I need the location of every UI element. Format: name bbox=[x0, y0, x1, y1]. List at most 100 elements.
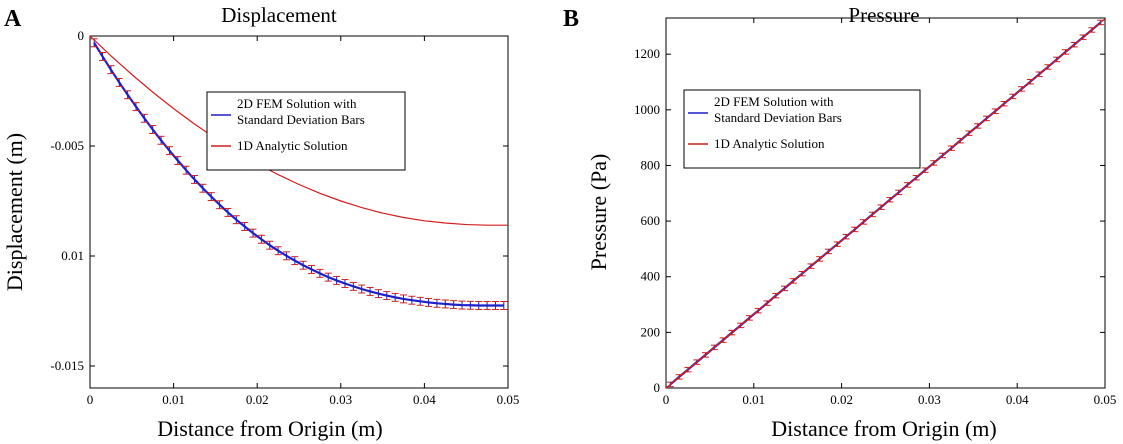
x-tick-label: 0.05 bbox=[1094, 392, 1117, 407]
x-tick-label: 0 bbox=[87, 392, 94, 407]
error-bar bbox=[232, 215, 240, 225]
error-bar bbox=[391, 292, 399, 302]
error-bar bbox=[408, 295, 416, 305]
x-tick-label: 0 bbox=[663, 392, 670, 407]
legend-label: 2D FEM Solution with bbox=[237, 96, 357, 111]
x-axis-label-displacement: Distance from Origin (m) bbox=[157, 416, 382, 441]
error-bar bbox=[124, 90, 132, 100]
error-bar bbox=[274, 246, 282, 256]
legend-box bbox=[206, 91, 406, 171]
error-bar bbox=[216, 200, 224, 210]
error-bar bbox=[333, 275, 341, 285]
error-bar bbox=[115, 77, 123, 87]
y-tick-label: 800 bbox=[641, 157, 661, 172]
plot-frame-pressure bbox=[665, 17, 1106, 389]
error-bar bbox=[400, 294, 407, 304]
panel-a: A Displacement Displacement (m) Distance… bbox=[2, 3, 519, 441]
error-bar bbox=[383, 291, 391, 301]
error-bar bbox=[132, 102, 140, 112]
legend-label: Standard Deviation Bars bbox=[237, 112, 365, 127]
y-tick-label: 1200 bbox=[634, 46, 660, 61]
error-bar bbox=[207, 192, 215, 202]
series-line-analytic bbox=[665, 18, 1106, 389]
chart-title-displacement: Displacement bbox=[221, 3, 337, 27]
error-bar bbox=[316, 268, 324, 278]
x-tick-label: 0.02 bbox=[246, 392, 269, 407]
y-tick-label: -0.015 bbox=[50, 358, 84, 373]
x-tick-label: 0.03 bbox=[918, 392, 941, 407]
error-bar bbox=[450, 300, 458, 310]
error-bar bbox=[249, 228, 257, 238]
x-tick-label: 0.04 bbox=[1006, 392, 1029, 407]
x-tick-label: 0.01 bbox=[742, 392, 765, 407]
error-bar bbox=[107, 65, 115, 75]
error-bar bbox=[241, 222, 249, 231]
series-line-analytic bbox=[89, 35, 508, 226]
error-bar bbox=[224, 207, 232, 217]
series-line-fem bbox=[93, 42, 504, 307]
error-bar bbox=[149, 125, 157, 134]
error-bar bbox=[483, 301, 491, 310]
error-bar bbox=[491, 301, 499, 310]
error-bar bbox=[299, 260, 307, 270]
error-bar bbox=[475, 301, 483, 310]
y-axis-label-displacement: Displacement (m) bbox=[2, 133, 27, 291]
error-bar bbox=[366, 286, 374, 296]
error-bar bbox=[374, 289, 382, 299]
x-tick-label: 0.01 bbox=[162, 392, 185, 407]
axes-ticks-pressure: 0 0.01 0.02 0.03 0.04 0.05 0 200 400 600 800 1000 12… bbox=[634, 18, 1116, 407]
y-tick-label: -0.005 bbox=[50, 138, 84, 153]
panel-letter-a: A bbox=[4, 6, 22, 32]
error-bar bbox=[349, 281, 357, 291]
error-bar bbox=[257, 234, 265, 244]
x-axis-label-pressure: Distance from Origin (m) bbox=[771, 416, 996, 441]
legend-label: 1D Analytic Solution bbox=[237, 138, 348, 153]
error-bar bbox=[199, 183, 207, 193]
y-tick-label: 600 bbox=[641, 213, 661, 228]
error-bar bbox=[458, 300, 466, 310]
error-bar bbox=[358, 284, 366, 294]
error-bar bbox=[341, 279, 349, 288]
x-tick-label: 0.05 bbox=[497, 392, 520, 407]
error-bar bbox=[266, 240, 274, 250]
y-tick-label: 200 bbox=[641, 324, 661, 339]
axes-ticks-displacement: 0 0.01 0.02 0.03 0.04 0.05 0 -0.005 0.01 -0.015 bbox=[50, 28, 519, 407]
legend-label: 2D FEM Solution with bbox=[714, 94, 834, 109]
chart-title-pressure: Pressure bbox=[848, 3, 919, 27]
panel-b: B Pressure Pressure (Pa) Distance from O… bbox=[563, 3, 1116, 441]
error-bar bbox=[140, 113, 148, 123]
error-bar bbox=[433, 298, 441, 308]
error-bar bbox=[308, 264, 316, 274]
y-tick-label: 0 bbox=[654, 380, 661, 395]
error-bar bbox=[416, 296, 424, 306]
legend-label: Standard Deviation Bars bbox=[714, 110, 842, 125]
error-bar bbox=[324, 272, 332, 282]
y-tick-label: 0 bbox=[78, 28, 85, 43]
error-bar bbox=[500, 301, 508, 310]
legend-label: 1D Analytic Solution bbox=[714, 136, 825, 151]
y-tick-label: 0.01 bbox=[61, 248, 84, 263]
error-bar bbox=[191, 174, 198, 184]
error-bar bbox=[282, 251, 290, 261]
panel-letter-b: B bbox=[563, 6, 579, 32]
error-bar bbox=[441, 299, 449, 309]
error-bar bbox=[466, 300, 474, 310]
error-bar bbox=[425, 297, 433, 307]
error-bar bbox=[174, 156, 182, 165]
series-group-displacement bbox=[89, 35, 508, 310]
series-group-pressure bbox=[665, 18, 1106, 389]
y-axis-label-pressure: Pressure (Pa) bbox=[586, 154, 611, 271]
plot-frame-displacement bbox=[89, 35, 509, 389]
x-tick-label: 0.02 bbox=[830, 392, 853, 407]
x-tick-label: 0.03 bbox=[329, 392, 352, 407]
legend-box bbox=[683, 89, 921, 169]
x-tick-label: 0.04 bbox=[413, 392, 436, 407]
y-tick-label: 1000 bbox=[634, 102, 660, 117]
error-bar bbox=[165, 146, 173, 156]
error-bar bbox=[99, 52, 107, 61]
error-bar bbox=[291, 256, 299, 266]
y-tick-label: 400 bbox=[641, 269, 661, 284]
